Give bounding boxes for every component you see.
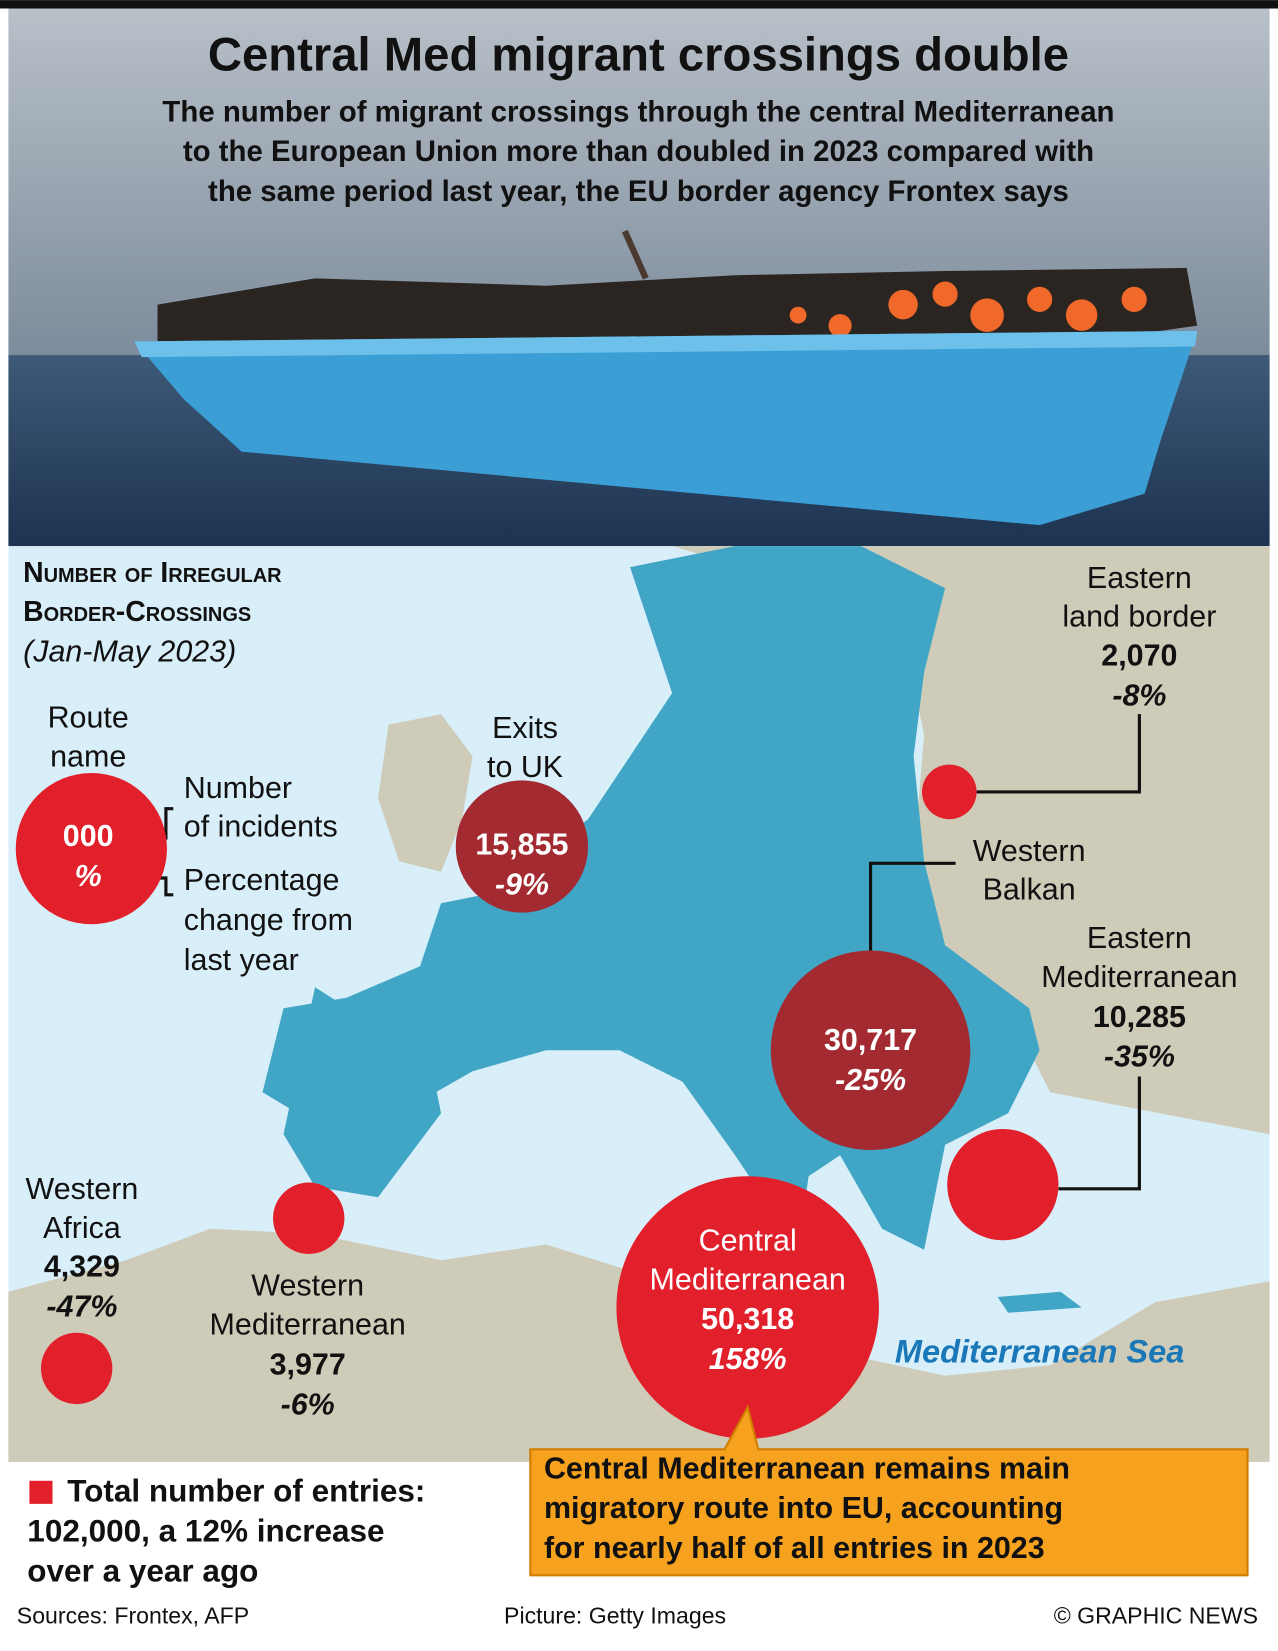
route-count: 4,329 — [44, 1250, 120, 1284]
connector — [868, 861, 956, 951]
route-name: Eastern — [1087, 561, 1192, 595]
britain — [378, 714, 473, 872]
callout-text: Central Mediterranean remains main — [544, 1451, 1070, 1485]
route-name: Exits — [492, 711, 558, 745]
period: (Jan-May 2023) — [23, 634, 236, 668]
boat-rim — [134, 330, 1198, 358]
route-circle — [922, 764, 977, 820]
route-circle — [455, 780, 589, 913]
route-circles — [15, 764, 1059, 1439]
route-name: to UK — [487, 750, 563, 784]
route-name: Central — [699, 1223, 797, 1257]
route-name: land border — [1062, 600, 1216, 634]
subtitle: to the European Union more than doubled … — [183, 135, 1094, 168]
route-name: Africa — [43, 1211, 121, 1245]
section-heading: Border-Crossings — [23, 596, 251, 628]
callout-text: for nearly half of all entries in 2023 — [544, 1531, 1045, 1565]
shape — [828, 314, 852, 338]
photo — [8, 8, 1270, 547]
east-land — [672, 546, 1270, 1135]
key-caption: Number — [184, 771, 292, 805]
key-number: 000 — [63, 819, 114, 853]
key-label: name — [50, 739, 126, 773]
sources: Sources: Frontex, AFP — [17, 1602, 249, 1628]
shape — [1121, 286, 1147, 312]
subtitle: the same period last year, the EU border… — [208, 175, 1069, 208]
top-border — [0, 0, 1278, 9]
route-circle — [947, 1128, 1059, 1241]
key-caption: change from — [184, 903, 353, 937]
shape — [1027, 286, 1053, 312]
route-name: Western — [973, 834, 1086, 868]
route-change: -6% — [281, 1387, 335, 1421]
route-name: Western — [26, 1172, 139, 1206]
route-circle — [616, 1176, 879, 1439]
mast — [621, 229, 649, 280]
iberia — [283, 987, 442, 1198]
legend-square — [29, 1480, 53, 1504]
route-change: -9% — [495, 867, 549, 901]
total-entries: Total number of entries: — [67, 1473, 425, 1509]
key-label: Route — [48, 700, 129, 734]
route-name: Balkan — [983, 873, 1076, 907]
boat — [134, 330, 1198, 526]
shape — [888, 289, 918, 320]
cyprus — [997, 1291, 1082, 1313]
copyright: © GRAPHIC NEWS — [1054, 1602, 1258, 1628]
route-change: -47% — [46, 1290, 117, 1324]
sea-label: Mediterranean Sea — [895, 1333, 1184, 1369]
shape — [789, 306, 807, 324]
route-change: -35% — [1104, 1040, 1175, 1074]
route-name: Mediterranean — [1041, 960, 1237, 994]
subtitle: The number of migrant crossings through … — [162, 95, 1114, 128]
picture-credit: Picture: Getty Images — [504, 1602, 726, 1628]
key-caption: last year — [184, 943, 299, 977]
callout — [29, 1404, 1249, 1577]
key-circle — [15, 772, 167, 925]
shape — [1065, 299, 1098, 331]
route-circle — [770, 950, 971, 1150]
texts: Central Med migrant crossings double The … — [17, 28, 1258, 1628]
total-entries: over a year ago — [27, 1553, 258, 1589]
route-circle — [40, 1332, 113, 1405]
connector — [976, 714, 1141, 794]
route-count: 30,717 — [824, 1023, 917, 1057]
route-change: 158% — [709, 1342, 787, 1376]
route-count: 15,855 — [475, 828, 568, 862]
route-count: 2,070 — [1101, 639, 1177, 673]
route-name: Eastern — [1087, 921, 1192, 955]
callout-text: migratory route into EU, accounting — [544, 1491, 1063, 1525]
route-count: 50,318 — [701, 1302, 794, 1336]
key-caption: Percentage — [184, 863, 340, 897]
shape — [970, 298, 1004, 332]
route-circle — [273, 1182, 345, 1254]
total-entries: 102,000, a 12% increase — [27, 1513, 384, 1549]
route-count: 3,977 — [270, 1347, 346, 1381]
shape — [932, 281, 958, 307]
callout-box — [529, 1404, 1249, 1577]
route-name: Western — [251, 1269, 364, 1303]
route-name: Mediterranean — [650, 1262, 846, 1296]
key-percent: % — [75, 859, 102, 893]
key-caption: of incidents — [184, 810, 338, 844]
section-heading: Number of Irregular — [23, 557, 282, 589]
route-name: Mediterranean — [210, 1307, 406, 1341]
route-count: 10,285 — [1093, 1000, 1186, 1034]
connector — [1058, 1076, 1141, 1191]
title: Central Med migrant crossings double — [208, 28, 1069, 81]
route-change: -8% — [1112, 678, 1166, 712]
route-change: -25% — [835, 1063, 906, 1097]
